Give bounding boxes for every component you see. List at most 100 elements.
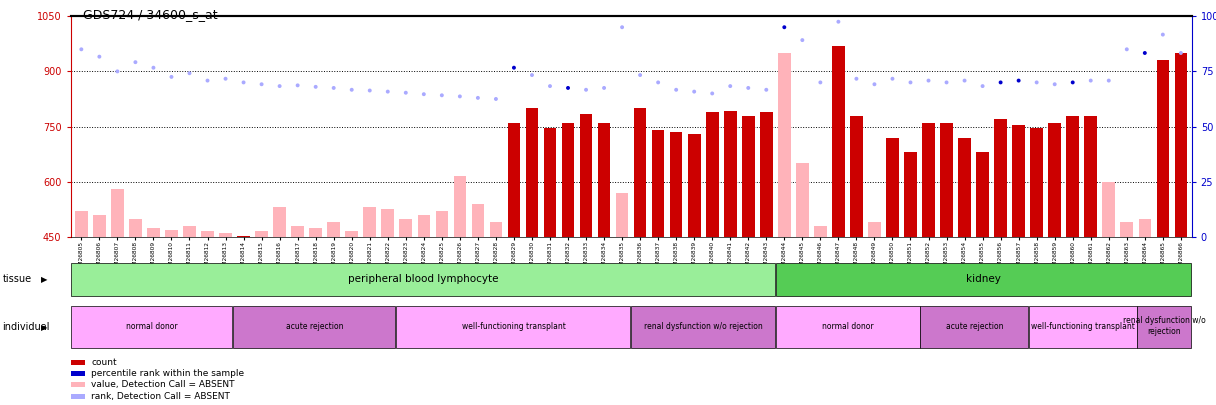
Bar xyxy=(1156,60,1169,237)
Bar xyxy=(219,233,232,237)
Bar xyxy=(760,112,772,237)
Point xyxy=(919,77,939,84)
Bar xyxy=(562,123,574,237)
Point xyxy=(1099,77,1119,84)
Bar xyxy=(886,138,899,237)
Bar xyxy=(742,115,755,237)
Point xyxy=(793,37,812,43)
Bar xyxy=(309,228,322,237)
Text: acute rejection: acute rejection xyxy=(946,322,1003,330)
Bar xyxy=(1030,128,1043,237)
Point xyxy=(270,83,289,90)
Bar xyxy=(850,115,862,237)
Bar xyxy=(345,231,358,237)
Text: individual: individual xyxy=(2,322,50,332)
Bar xyxy=(995,119,1007,237)
Point xyxy=(505,64,524,71)
Point xyxy=(775,24,794,30)
Text: kidney: kidney xyxy=(967,274,1001,284)
Bar xyxy=(201,231,214,237)
Point xyxy=(1063,79,1082,86)
Bar xyxy=(776,306,919,348)
Point xyxy=(1118,46,1137,53)
Bar xyxy=(1066,115,1079,237)
Point xyxy=(108,68,128,75)
Bar xyxy=(233,306,395,348)
Bar xyxy=(364,207,376,237)
Bar xyxy=(1175,53,1187,237)
Point xyxy=(415,91,434,98)
Point xyxy=(432,92,451,98)
Text: well-functioning transplant: well-functioning transplant xyxy=(462,322,565,330)
Point xyxy=(973,83,992,90)
Bar xyxy=(832,46,845,237)
Bar xyxy=(274,207,286,237)
Text: normal donor: normal donor xyxy=(126,322,178,330)
Bar xyxy=(1013,125,1025,237)
Point xyxy=(288,82,308,89)
Bar xyxy=(1138,219,1152,237)
Text: renal dysfunction w/o rejection: renal dysfunction w/o rejection xyxy=(644,322,762,330)
Bar xyxy=(1137,306,1190,348)
Point xyxy=(936,79,956,86)
Point xyxy=(811,79,831,86)
Bar xyxy=(905,152,917,237)
Text: tissue: tissue xyxy=(2,275,32,284)
Bar xyxy=(634,108,647,237)
Bar xyxy=(327,222,340,237)
Point xyxy=(306,83,326,90)
Point xyxy=(360,87,379,94)
Point xyxy=(955,77,974,84)
Bar xyxy=(129,219,142,237)
Point xyxy=(883,75,902,82)
Point xyxy=(846,75,866,82)
Bar xyxy=(778,53,790,237)
Point xyxy=(648,79,668,86)
Bar xyxy=(688,134,700,237)
Bar xyxy=(75,211,88,237)
Point xyxy=(1171,50,1190,56)
Bar xyxy=(868,222,880,237)
Point xyxy=(666,87,686,93)
Point xyxy=(756,87,776,93)
Point xyxy=(450,93,469,100)
Bar xyxy=(814,226,827,237)
Point xyxy=(703,90,722,97)
Bar xyxy=(652,130,664,237)
Bar xyxy=(396,306,630,348)
Point xyxy=(378,88,398,95)
Bar xyxy=(147,228,159,237)
Bar xyxy=(94,215,106,237)
Point xyxy=(613,24,632,30)
Bar xyxy=(580,114,592,237)
Point xyxy=(738,85,758,91)
Point xyxy=(1045,81,1064,87)
Point xyxy=(865,81,884,87)
Text: well-functioning transplant: well-functioning transplant xyxy=(1031,322,1135,330)
Bar xyxy=(400,219,412,237)
Bar xyxy=(435,211,449,237)
Bar xyxy=(165,230,178,237)
Point xyxy=(162,74,181,80)
Point xyxy=(72,46,91,53)
Point xyxy=(198,77,218,84)
Point xyxy=(468,95,488,101)
Point xyxy=(1028,79,1047,86)
Bar xyxy=(472,204,484,237)
Text: acute rejection: acute rejection xyxy=(286,322,343,330)
Bar xyxy=(598,123,610,237)
Point xyxy=(828,19,848,25)
Bar xyxy=(292,226,304,237)
Bar xyxy=(976,152,989,237)
Point xyxy=(991,79,1010,86)
Bar xyxy=(724,111,737,237)
Bar xyxy=(111,189,124,237)
Bar xyxy=(670,132,682,237)
Text: ▶: ▶ xyxy=(41,275,47,284)
Point xyxy=(396,90,416,96)
Point xyxy=(125,59,145,66)
Point xyxy=(540,83,559,90)
Point xyxy=(143,64,163,71)
Bar xyxy=(940,123,953,237)
Point xyxy=(685,88,704,95)
